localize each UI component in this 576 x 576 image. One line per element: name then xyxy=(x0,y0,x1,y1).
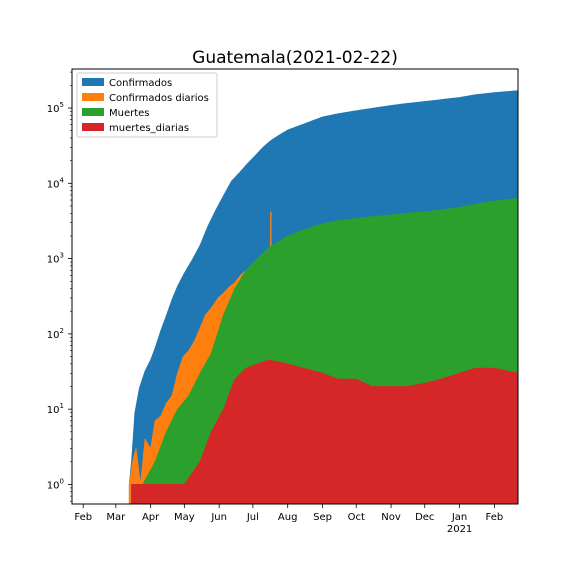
plot-area xyxy=(128,90,518,504)
legend-swatch-muertes xyxy=(82,108,104,116)
y-tick-label: 100 xyxy=(47,477,64,491)
y-tick-label: 101 xyxy=(47,402,64,416)
x-tick-sublabel: 2021 xyxy=(447,524,472,535)
x-axis: Feb Mar Apr May Jun Jul Aug Sep Oct Nov Dec Jan2021… xyxy=(74,504,503,535)
chart-title: Guatemala(2021-02-22) xyxy=(192,48,398,68)
x-tick-label: Feb xyxy=(74,512,92,523)
legend-swatch-confirmados xyxy=(82,78,104,86)
x-tick-label: Nov xyxy=(381,512,401,523)
y-tick-label: 105 xyxy=(47,101,64,115)
x-tick-label: Dec xyxy=(415,512,434,523)
x-tick-label: Jul xyxy=(246,512,259,523)
legend-label-muertes: Muertes xyxy=(109,108,150,119)
plot-frame xyxy=(71,68,519,505)
x-tick-label: Apr xyxy=(142,512,160,523)
x-tick-label: Jan xyxy=(451,512,467,523)
x-tick-label: Oct xyxy=(348,512,365,523)
legend: Confirmados Confirmados diarios Muertes mue… xyxy=(76,72,218,138)
x-tick-label: Feb xyxy=(486,512,504,523)
x-tick-label: Sep xyxy=(313,512,332,523)
x-tick-label: Jun xyxy=(210,512,227,523)
y-tick-label: 103 xyxy=(47,252,64,266)
series-area-muertes-diarias xyxy=(131,359,518,504)
legend-label-confirmados-diarios: Confirmados diarios xyxy=(109,93,209,104)
legend-label-muertes-diarias: muertes_diarias xyxy=(109,123,189,134)
y-tick-label: 102 xyxy=(47,327,64,341)
y-axis: 100 101 102 103 104 105 xyxy=(47,71,72,502)
x-tick-label: Aug xyxy=(278,512,298,523)
legend-label-confirmados: Confirmados xyxy=(109,78,172,89)
legend-box xyxy=(76,72,218,138)
legend-swatch-muertes-diarias xyxy=(82,123,104,131)
x-tick-label: May xyxy=(174,512,195,523)
x-tick-label: Mar xyxy=(106,512,126,523)
legend-swatch-confirmados-diarios xyxy=(82,93,104,101)
y-tick-label: 104 xyxy=(47,176,65,190)
